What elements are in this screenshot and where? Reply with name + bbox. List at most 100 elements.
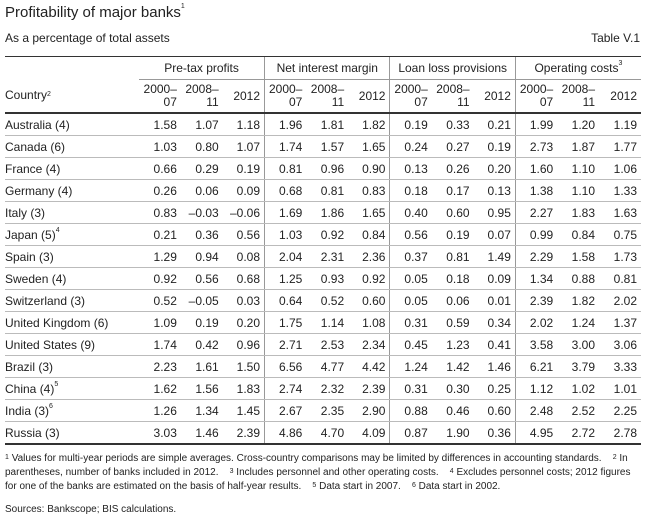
value-cell: 1.65 [348, 135, 390, 158]
period-header: 2008– 11 [306, 79, 349, 114]
value-cell: 3.06 [599, 333, 641, 356]
value-cell: 0.81 [306, 179, 349, 202]
value-cell: 1.49 [473, 245, 516, 268]
value-cell: 1.74 [264, 135, 307, 158]
value-cell: 2.32 [306, 377, 349, 400]
value-cell: 0.66 [139, 157, 181, 180]
value-cell: 1.42 [431, 355, 474, 378]
table-row: Australia (4) 1.58 1.07 1.18 1.96 1.81 1.82 0.1… [5, 113, 641, 136]
value-cell: 0.84 [348, 223, 390, 246]
value-cell: 1.65 [348, 201, 390, 224]
value-cell: 0.99 [514, 223, 558, 246]
country-header: Country2 [5, 79, 140, 114]
value-cell: 0.90 [348, 157, 390, 180]
value-cell: 1.34 [180, 399, 223, 422]
value-cell: 4.95 [514, 421, 558, 445]
value-cell: 2.48 [514, 399, 558, 422]
table-row: Switzerland (3) 0.52 –0.05 0.03 0.64 0.52 0.60… [5, 289, 641, 312]
value-cell: 0.68 [222, 267, 265, 290]
period-header: 2012 [222, 79, 265, 114]
value-cell: 0.26 [431, 157, 474, 180]
value-cell: 0.24 [389, 135, 432, 158]
footnote-marker: 6 [49, 402, 53, 410]
value-cell: 0.03 [222, 289, 265, 312]
value-cell: 0.56 [222, 223, 265, 246]
footnote-marker: 5 [54, 380, 59, 388]
value-cell: 1.45 [222, 399, 265, 422]
value-cell: 4.42 [348, 355, 390, 378]
value-cell: 6.56 [264, 355, 307, 378]
value-cell: 0.60 [348, 289, 390, 312]
value-cell: 2.74 [264, 377, 307, 400]
value-cell: 0.59 [431, 311, 474, 334]
value-cell: 1.03 [264, 223, 307, 246]
value-cell: 4.77 [306, 355, 349, 378]
footnote: 2 In parentheses, number of banks includ… [5, 453, 628, 478]
period-header: 2000– 07 [139, 79, 181, 114]
value-cell: 1.50 [222, 355, 265, 378]
value-cell: 0.19 [473, 135, 516, 158]
country-cell: Japan (5)4 [5, 223, 140, 246]
value-cell: 0.42 [180, 333, 223, 356]
table-row: India (3)6 1.26 1.34 1.45 2.67 2.35 2.90 0.88 0.… [5, 399, 641, 422]
period-header: 2012 [348, 79, 390, 114]
footnote-marker: 3 [618, 60, 623, 67]
value-cell: 0.05 [389, 289, 432, 312]
value-cell: 0.06 [431, 289, 474, 312]
table-id: Table V.1 [591, 31, 640, 45]
value-cell: 1.25 [264, 267, 307, 290]
table-row: Brazil (3) 2.23 1.61 1.50 6.56 4.77 4.42 1.24 1.… [5, 355, 641, 378]
value-cell: 1.10 [557, 157, 600, 180]
country-cell: United Kingdom (6) [5, 311, 140, 334]
value-cell: 0.08 [222, 245, 265, 268]
period-header: 2008– 11 [431, 79, 474, 114]
value-cell: 0.31 [389, 311, 432, 334]
value-cell: 1.24 [389, 355, 432, 378]
value-cell: 1.14 [306, 311, 349, 334]
value-cell: 1.12 [514, 377, 558, 400]
value-cell: 1.82 [557, 289, 600, 312]
value-cell: 0.33 [431, 113, 474, 136]
table-row: Russia (3) 3.03 1.46 2.39 4.86 4.70 4.09 0.87 1.… [5, 421, 641, 445]
group-header: Pre-tax profits [139, 56, 265, 80]
value-cell: 1.58 [557, 245, 600, 268]
value-cell: 0.80 [180, 135, 223, 158]
footnote: 1 Values for multi-year periods are simp… [5, 453, 602, 464]
country-cell: Spain (3) [5, 245, 140, 268]
value-cell: –0.05 [180, 289, 223, 312]
value-cell: 0.93 [306, 267, 349, 290]
value-cell: 1.26 [139, 399, 181, 422]
value-cell: 2.29 [514, 245, 558, 268]
value-cell: 0.88 [557, 267, 600, 290]
value-cell: 2.31 [306, 245, 349, 268]
country-cell: Sweden (4) [5, 267, 140, 290]
footnote: 3 Includes personnel and other operating… [229, 467, 439, 478]
value-cell: 1.62 [139, 377, 181, 400]
period-header: 2008– 11 [180, 79, 223, 114]
value-cell: 1.19 [599, 113, 641, 136]
value-cell: 4.86 [264, 421, 307, 445]
value-cell: 1.82 [348, 113, 390, 136]
country-cell: Switzerland (3) [5, 289, 140, 312]
value-cell: 0.52 [306, 289, 349, 312]
value-cell: 1.83 [557, 201, 600, 224]
value-cell: 0.27 [431, 135, 474, 158]
value-cell: 6.21 [514, 355, 558, 378]
value-cell: 0.64 [264, 289, 307, 312]
value-cell: 0.05 [389, 267, 432, 290]
value-cell: 1.77 [599, 135, 641, 158]
value-cell: 2.78 [599, 421, 641, 445]
period-header: 2000– 07 [264, 79, 307, 114]
value-cell: 1.75 [264, 311, 307, 334]
value-cell: 0.92 [348, 267, 390, 290]
value-cell: 2.67 [264, 399, 307, 422]
value-cell: 4.09 [348, 421, 390, 445]
table-row: Canada (6) 1.03 0.80 1.07 1.74 1.57 1.65 0.24 0.… [5, 135, 641, 158]
value-cell: 1.34 [514, 267, 558, 290]
value-cell: 2.27 [514, 201, 558, 224]
value-cell: 0.92 [306, 223, 349, 246]
value-cell: 0.18 [431, 267, 474, 290]
value-cell: 1.23 [431, 333, 474, 356]
value-cell: 0.52 [139, 289, 181, 312]
value-cell: 2.02 [599, 289, 641, 312]
